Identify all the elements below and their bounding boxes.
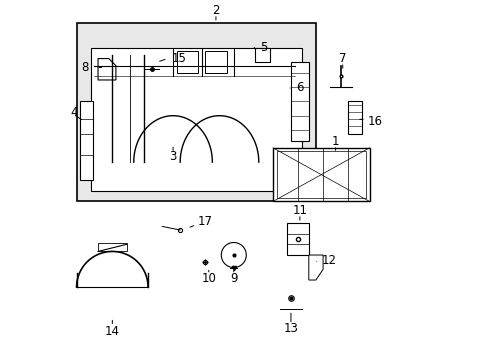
Bar [205,51,226,73]
Polygon shape [80,102,93,180]
Text: 8: 8 [81,61,89,74]
Text: 7: 7 [338,52,346,65]
Bar [176,51,198,73]
Text: 9: 9 [229,272,237,285]
Text: 2: 2 [212,4,219,17]
Text: 6: 6 [296,81,303,94]
Text: 11: 11 [292,204,307,217]
Text: 3: 3 [169,150,176,163]
Bar [272,148,369,202]
Text: 10: 10 [201,272,216,285]
FancyBboxPatch shape [77,23,315,202]
Text: 17: 17 [198,215,213,228]
Text: 14: 14 [104,325,120,338]
Polygon shape [98,59,116,80]
Text: 12: 12 [321,254,336,267]
Circle shape [221,243,246,267]
Text: 13: 13 [283,322,298,335]
Bar [91,48,301,191]
Text: 16: 16 [367,114,382,127]
Text: 1: 1 [331,135,339,148]
Polygon shape [347,102,362,134]
Text: 5: 5 [260,41,267,54]
Text: 4: 4 [70,105,78,119]
Bar [276,152,365,198]
Text: 15: 15 [171,52,186,65]
Polygon shape [290,62,308,141]
Bar [98,243,126,251]
Bar [287,223,308,255]
Polygon shape [308,255,323,280]
Polygon shape [255,48,269,62]
